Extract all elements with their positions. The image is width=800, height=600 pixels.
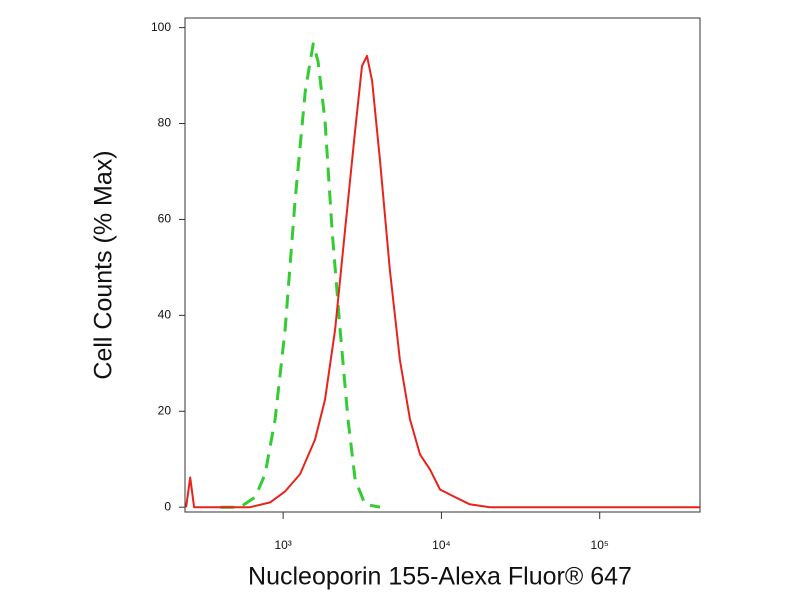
plot-frame bbox=[184, 17, 701, 513]
y-tick-label: 20 bbox=[158, 403, 172, 417]
y-tick-label: 100 bbox=[151, 20, 171, 34]
y-axis-title: Cell Counts (% Max) bbox=[90, 150, 118, 379]
series-line bbox=[185, 54, 700, 509]
series-line bbox=[220, 42, 381, 509]
y-tick-label: 80 bbox=[158, 116, 172, 130]
x-tick-label: 10³ bbox=[274, 538, 291, 552]
x-tick-label: 10⁵ bbox=[591, 538, 609, 552]
x-tick-label: 10⁴ bbox=[432, 538, 451, 552]
y-tick-label: 40 bbox=[158, 308, 172, 322]
y-tick-label: 60 bbox=[158, 212, 172, 226]
y-tick-label: 0 bbox=[164, 499, 171, 513]
x-axis-title: Nucleoporin 155-Alexa Fluor® 647 bbox=[248, 563, 632, 591]
